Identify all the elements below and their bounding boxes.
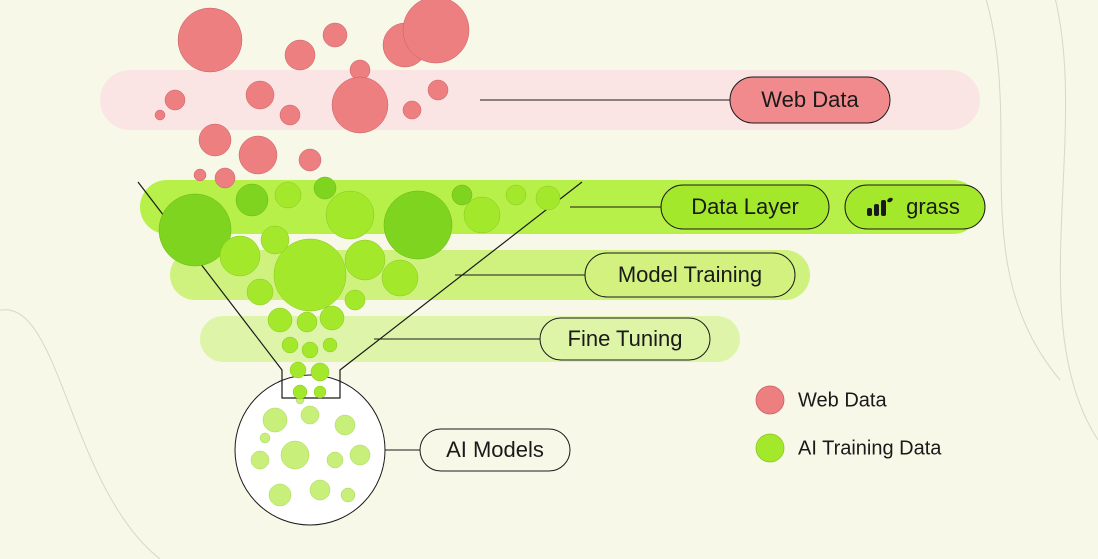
legend-label-1: AI Training Data [798, 437, 942, 459]
ai-data-bubble [314, 177, 336, 199]
web-data-bubble [178, 8, 242, 72]
ai-data-bubble [297, 312, 317, 332]
pill-label-grass: grass [906, 194, 960, 219]
legend-label-0: Web Data [798, 389, 887, 411]
web-data-bubble [199, 124, 231, 156]
pill-label-web_data: Web Data [761, 87, 859, 112]
output-bubble [263, 408, 287, 432]
web-data-bubble [215, 168, 235, 188]
ai-data-bubble [290, 362, 306, 378]
output-bubble [335, 415, 355, 435]
output-bubble [269, 484, 291, 506]
ai-data-bubble [282, 337, 298, 353]
output-bubble [341, 488, 355, 502]
web-data-bubble [403, 0, 469, 63]
ai-data-bubble [323, 338, 337, 352]
ai-data-bubble [314, 386, 326, 398]
ai-data-bubble [275, 182, 301, 208]
ai-data-bubble [452, 185, 472, 205]
ai-data-bubble [236, 184, 268, 216]
web-data-bubble [194, 169, 206, 181]
ai-data-bubble [220, 236, 260, 276]
web-data-bubble [428, 80, 448, 100]
pill-label-fine_tuning: Fine Tuning [568, 326, 683, 351]
legend-swatch-0 [756, 386, 784, 414]
web-data-bubble [323, 23, 347, 47]
ai-data-bubble [382, 260, 418, 296]
ai-data-bubble [268, 308, 292, 332]
output-bubble [310, 480, 330, 500]
web-data-bubble [332, 77, 388, 133]
web-data-bubble [155, 110, 165, 120]
web-data-bubble [165, 90, 185, 110]
output-bubble [301, 406, 319, 424]
web-data-bubble [299, 149, 321, 171]
pill-label-model_training: Model Training [618, 262, 762, 287]
output-bubble [350, 445, 370, 465]
output-bubble [251, 451, 269, 469]
web-data-bubble [285, 40, 315, 70]
ai-data-bubble [302, 342, 318, 358]
ai-data-bubble [247, 279, 273, 305]
ai-data-bubble [274, 239, 346, 311]
ai-data-bubble [345, 290, 365, 310]
output-bubble [327, 452, 343, 468]
pill-label-data_layer: Data Layer [691, 194, 799, 219]
ai-data-bubble [384, 191, 452, 259]
ai-data-bubble [326, 191, 374, 239]
pill-label-ai_models: AI Models [446, 437, 544, 462]
ai-data-bubble [506, 185, 526, 205]
web-data-bubble [403, 101, 421, 119]
output-bubble [260, 433, 270, 443]
web-data-bubble [280, 105, 300, 125]
ai-data-bubble [311, 363, 329, 381]
legend-swatch-1 [756, 434, 784, 462]
ai-data-bubble [464, 197, 500, 233]
ai-data-bubble [320, 306, 344, 330]
web-data-bubble [239, 136, 277, 174]
ai-data-bubble [293, 385, 307, 399]
ai-data-bubble [536, 186, 560, 210]
ai-data-bubble [345, 240, 385, 280]
output-bubble [281, 441, 309, 469]
web-data-bubble [246, 81, 274, 109]
